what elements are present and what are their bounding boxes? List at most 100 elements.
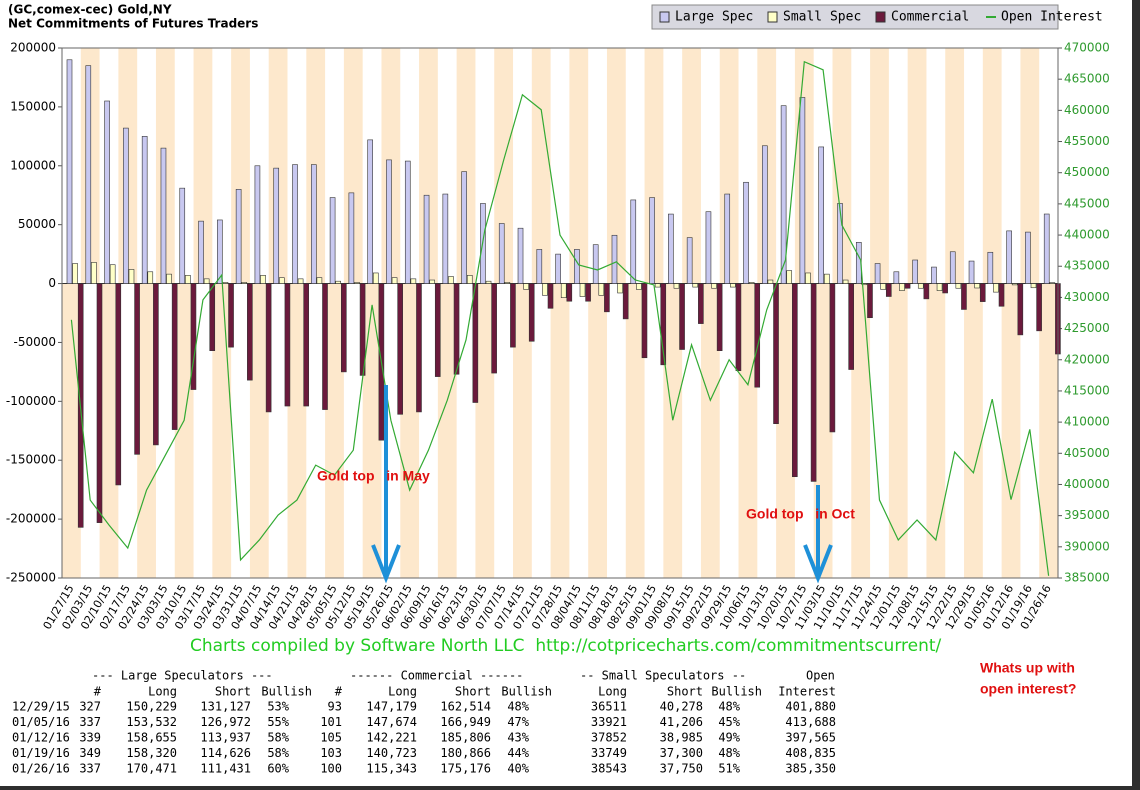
table-cell: 397,565 bbox=[785, 731, 836, 745]
bar bbox=[523, 283, 529, 290]
bar bbox=[485, 280, 492, 284]
table-cell: 38543 bbox=[591, 762, 627, 776]
table-cell: 327 bbox=[79, 700, 101, 714]
bar bbox=[654, 283, 661, 288]
table-column-header: # bbox=[335, 685, 343, 699]
bar bbox=[748, 282, 755, 284]
bar bbox=[340, 283, 347, 373]
bar bbox=[579, 283, 586, 297]
bar bbox=[335, 280, 341, 284]
y2-tick-label: 460000 bbox=[1064, 103, 1110, 117]
bar bbox=[273, 167, 280, 284]
bar bbox=[141, 136, 148, 284]
chart-subtitle: Net Commitments of Futures Traders bbox=[8, 17, 258, 31]
bar bbox=[560, 283, 567, 298]
bar bbox=[630, 199, 637, 284]
table-cell: 01/05/16 bbox=[12, 715, 70, 729]
stripe bbox=[419, 48, 438, 284]
stripe bbox=[663, 283, 683, 578]
arrowhead bbox=[371, 544, 401, 584]
bar bbox=[429, 279, 435, 284]
table-cell: 162,514 bbox=[440, 700, 491, 714]
bar bbox=[442, 193, 449, 284]
bar bbox=[386, 159, 392, 284]
bar bbox=[692, 283, 699, 288]
bar bbox=[190, 283, 197, 390]
table-group-header: -- Small Speculators -- bbox=[580, 669, 746, 683]
bar bbox=[874, 263, 881, 284]
bar bbox=[209, 283, 216, 351]
bar bbox=[767, 279, 774, 284]
stripe bbox=[475, 283, 495, 578]
table-column-header: Short bbox=[215, 685, 251, 699]
bar bbox=[716, 283, 723, 351]
bar bbox=[555, 253, 561, 284]
bar bbox=[179, 187, 186, 284]
table-cell: 180,866 bbox=[440, 746, 491, 760]
table-cell: 48% bbox=[507, 700, 529, 714]
bar bbox=[241, 282, 248, 284]
stripe bbox=[550, 283, 570, 578]
table-column-header: Long bbox=[148, 685, 177, 699]
legend-swatch bbox=[875, 11, 886, 23]
bar bbox=[410, 278, 417, 284]
bar bbox=[367, 139, 373, 284]
table-cell: 131,127 bbox=[200, 700, 251, 714]
bar bbox=[448, 276, 454, 284]
bar bbox=[322, 283, 328, 410]
y2-tick-label: 430000 bbox=[1064, 290, 1110, 304]
table-column-header: Short bbox=[455, 685, 491, 699]
bar bbox=[649, 197, 655, 284]
annotation: Whats up with bbox=[980, 660, 1075, 676]
bar bbox=[724, 193, 731, 284]
stripe bbox=[569, 48, 589, 284]
table-cell: 115,343 bbox=[366, 762, 417, 776]
bar bbox=[85, 65, 92, 284]
table-cell: 37,300 bbox=[660, 746, 703, 760]
bar bbox=[818, 146, 824, 284]
table-cell: 47% bbox=[507, 715, 529, 729]
table-cell: 93 bbox=[328, 700, 342, 714]
bar bbox=[115, 283, 122, 486]
stripe bbox=[682, 48, 701, 284]
bar bbox=[292, 164, 298, 284]
y2-tick-label: 465000 bbox=[1064, 72, 1110, 86]
table-cell: 40,278 bbox=[660, 700, 703, 714]
bar bbox=[472, 283, 479, 403]
bar bbox=[735, 283, 742, 372]
y2-tick-label: 390000 bbox=[1064, 539, 1110, 553]
bar bbox=[949, 251, 956, 284]
bar bbox=[837, 203, 843, 284]
bar bbox=[617, 283, 623, 294]
table-cell: 103 bbox=[320, 746, 342, 760]
y2-tick-label: 400000 bbox=[1064, 477, 1110, 491]
line bbox=[70, 60, 1050, 576]
y-tick-label: 0 bbox=[48, 276, 56, 290]
table-column-header: Bullish bbox=[501, 685, 552, 699]
bar bbox=[491, 283, 497, 374]
annotation: Gold top in Oct bbox=[746, 506, 855, 522]
bar bbox=[923, 283, 930, 300]
table-group-header: ------ Commercial ------ bbox=[350, 669, 523, 683]
bar bbox=[636, 283, 642, 290]
bar bbox=[904, 283, 911, 289]
bar bbox=[123, 127, 129, 284]
bar bbox=[679, 283, 685, 350]
table-cell: 413,688 bbox=[785, 715, 836, 729]
y-tick-label: 50000 bbox=[18, 217, 56, 231]
bar bbox=[861, 283, 868, 286]
legend-label: Commercial bbox=[891, 10, 969, 25]
table-cell: 185,806 bbox=[440, 731, 491, 745]
table-cell: 170,471 bbox=[126, 762, 177, 776]
table-column-header: Interest bbox=[778, 685, 836, 699]
bar bbox=[968, 260, 975, 284]
legend-label: Small Spec bbox=[783, 10, 861, 25]
table-cell: 01/19/16 bbox=[12, 746, 70, 760]
bar bbox=[348, 192, 355, 284]
bar bbox=[260, 275, 266, 284]
y2-tick-label: 425000 bbox=[1064, 321, 1110, 335]
bar bbox=[810, 283, 817, 482]
table-cell: 41,206 bbox=[660, 715, 703, 729]
bar bbox=[842, 279, 849, 284]
